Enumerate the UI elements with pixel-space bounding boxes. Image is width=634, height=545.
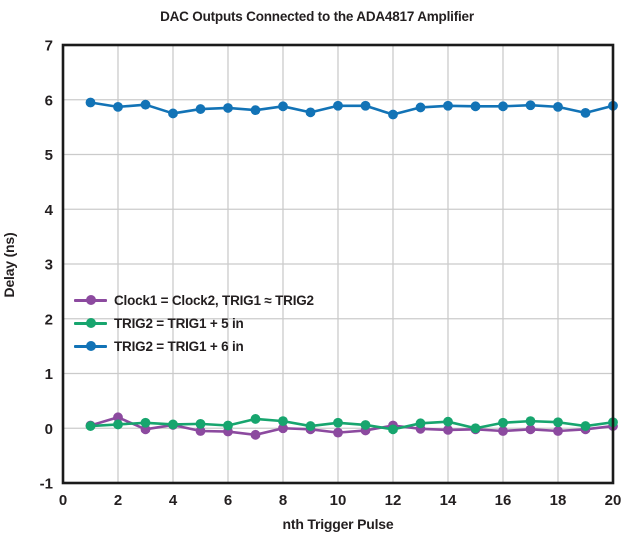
y-tick-label: 7 bbox=[45, 38, 53, 55]
x-tick-label: 2 bbox=[114, 492, 122, 509]
data-point bbox=[415, 418, 426, 429]
plot-frame bbox=[61, 43, 615, 485]
data-point bbox=[498, 426, 508, 436]
data-point bbox=[360, 420, 371, 430]
data-point bbox=[443, 416, 453, 427]
y-tick-label: 0 bbox=[45, 421, 53, 438]
y-tick-label: 4 bbox=[45, 202, 54, 219]
x-tick-label: 10 bbox=[330, 492, 347, 509]
data-point bbox=[168, 108, 178, 119]
x-tick-label: 16 bbox=[495, 492, 512, 509]
chart-title: DAC Outputs Connected to the ADA4817 Amp… bbox=[160, 9, 474, 24]
data-point bbox=[388, 424, 398, 435]
legend-marker-green bbox=[74, 317, 107, 329]
data-point bbox=[333, 100, 343, 111]
data-point bbox=[250, 105, 261, 116]
legend-label: Clock1 = Clock2, TRIG1 ≈ TRIG2 bbox=[114, 292, 314, 308]
data-point bbox=[388, 109, 398, 120]
x-tick-label: 4 bbox=[169, 492, 178, 509]
data-point bbox=[525, 424, 536, 435]
x-tick-label: 14 bbox=[440, 492, 457, 509]
data-point bbox=[443, 100, 453, 111]
data-point bbox=[168, 419, 178, 430]
data-point bbox=[278, 423, 288, 434]
data-point bbox=[333, 427, 343, 438]
legend-label: TRIG2 = TRIG1 + 5 in bbox=[114, 315, 244, 331]
data-point bbox=[85, 421, 96, 431]
data-point bbox=[553, 101, 563, 112]
data-point bbox=[85, 97, 96, 108]
y-tick-label: 1 bbox=[45, 366, 53, 383]
x-tick-label: 8 bbox=[279, 492, 287, 509]
data-point bbox=[140, 99, 151, 110]
legend: Clock1 = Clock2, TRIG1 ≈ TRIG2 TRIG2 = T… bbox=[74, 291, 314, 355]
y-tick-label: 5 bbox=[45, 147, 53, 164]
x-tick-label: 18 bbox=[550, 492, 567, 509]
data-point bbox=[415, 102, 426, 113]
y-tick-label: -1 bbox=[40, 476, 53, 493]
data-point bbox=[470, 423, 481, 434]
legend-item-clock1-clock2: Clock1 = Clock2, TRIG1 ≈ TRIG2 bbox=[74, 291, 314, 309]
legend-marker-blue bbox=[74, 340, 107, 352]
x-tick-label: 0 bbox=[59, 492, 67, 509]
data-point bbox=[278, 416, 288, 427]
data-point bbox=[333, 417, 343, 428]
data-point bbox=[223, 103, 233, 113]
data-point bbox=[498, 417, 508, 428]
data-point bbox=[553, 417, 563, 428]
data-point bbox=[498, 101, 508, 112]
legend-item-trig2-plus-6: TRIG2 = TRIG1 + 6 in bbox=[74, 337, 314, 355]
y-tick-label: 3 bbox=[45, 257, 53, 274]
data-point bbox=[305, 421, 316, 431]
data-point bbox=[113, 419, 123, 430]
legend-label: TRIG2 = TRIG1 + 6 in bbox=[114, 338, 244, 354]
data-point bbox=[525, 100, 536, 111]
data-point bbox=[250, 414, 261, 424]
x-tick-label: 20 bbox=[605, 492, 622, 509]
x-axis-label: nth Trigger Pulse bbox=[282, 516, 394, 532]
legend-item-trig2-plus-5: TRIG2 = TRIG1 + 5 in bbox=[74, 314, 314, 332]
legend-marker-purple bbox=[74, 294, 107, 306]
data-point bbox=[360, 100, 371, 111]
data-point bbox=[223, 420, 233, 431]
data-point bbox=[443, 424, 453, 435]
x-tick-label: 6 bbox=[224, 492, 232, 509]
data-point bbox=[278, 101, 288, 112]
data-point bbox=[140, 417, 151, 428]
data-point bbox=[580, 421, 591, 431]
data-point bbox=[250, 429, 261, 440]
data-point bbox=[580, 107, 591, 118]
data-point bbox=[113, 412, 123, 423]
data-point bbox=[195, 104, 206, 114]
data-point bbox=[525, 416, 536, 427]
data-point bbox=[305, 107, 316, 118]
data-point bbox=[195, 426, 206, 436]
data-point bbox=[195, 418, 206, 429]
x-tick-label: 12 bbox=[385, 492, 402, 509]
y-tick-label: 6 bbox=[45, 92, 53, 109]
data-point bbox=[470, 101, 481, 112]
y-tick-label: 2 bbox=[45, 311, 53, 328]
data-point bbox=[113, 101, 123, 112]
data-point bbox=[553, 426, 563, 436]
